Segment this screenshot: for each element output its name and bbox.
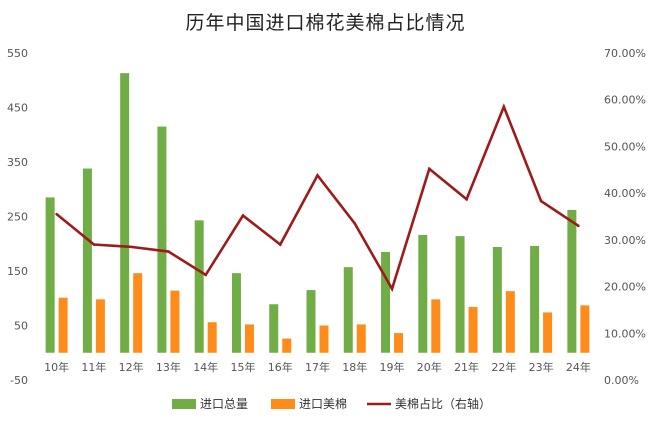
right-tick-label: 40.00% — [604, 187, 646, 200]
line-series — [55, 103, 580, 293]
line-point — [577, 224, 580, 228]
bar-import-total — [381, 251, 391, 353]
bar-import-us — [468, 306, 478, 353]
right-tick-label: 70.00% — [604, 47, 646, 60]
left-tick-label: 550 — [7, 47, 28, 60]
left-tick-label: 250 — [7, 211, 28, 224]
bar-import-us — [244, 324, 254, 353]
line-point — [278, 243, 282, 246]
right-tick-label: 10.00% — [604, 327, 646, 340]
x-axis: 10年 11年 12年 13年 14年 15年 16年 17年 18年 19年 20年 21年 22年 2… — [44, 360, 591, 374]
line-point — [204, 273, 207, 277]
bar-import-total — [306, 290, 316, 353]
legend-label: 进口美棉 — [299, 397, 347, 411]
right-tick-label: 30.00% — [604, 234, 646, 247]
line-point — [55, 212, 58, 216]
x-tick-label: 13年 — [156, 360, 181, 374]
line-point — [390, 287, 394, 291]
line-point — [92, 243, 96, 246]
legend-swatch-import-total — [172, 399, 196, 409]
chart-title: 历年中国进口棉花美棉占比情况 — [185, 12, 466, 34]
bar-import-total — [418, 235, 428, 353]
x-tick-label: 21年 — [454, 360, 479, 374]
bar-import-us — [505, 291, 515, 353]
bar-import-us — [394, 333, 404, 353]
line-point — [428, 167, 431, 171]
bar-import-us — [319, 325, 329, 353]
left-axis: -50 50 150 250 350 450 550 — [7, 47, 28, 387]
x-tick-label: 17年 — [305, 360, 330, 374]
bar-import-us — [282, 338, 292, 353]
bar-import-us — [58, 297, 68, 353]
right-tick-label: 0.00% — [604, 374, 639, 387]
line-point — [502, 105, 506, 109]
line-point — [353, 222, 357, 225]
bar-import-total — [455, 236, 465, 353]
bar-import-total — [567, 209, 577, 353]
bar-import-total — [194, 220, 204, 353]
bar-import-total — [120, 73, 130, 353]
x-tick-label: 12年 — [119, 360, 144, 374]
x-tick-label: 23年 — [529, 360, 554, 374]
x-tick-label: 14年 — [193, 360, 218, 374]
legend-label: 进口总量 — [200, 397, 248, 411]
bar-import-us — [356, 324, 366, 353]
bar-import-us — [170, 290, 180, 353]
x-tick-label: 24年 — [566, 360, 591, 374]
left-tick-label: 50 — [14, 320, 28, 333]
left-tick-label: -50 — [10, 374, 28, 387]
x-tick-label: 15年 — [230, 360, 255, 374]
x-tick-label: 20年 — [417, 360, 442, 374]
bar-import-total — [157, 126, 167, 353]
bar-import-us — [95, 299, 105, 353]
line-point — [129, 245, 133, 249]
bar-import-total — [269, 304, 279, 353]
line-point — [316, 174, 319, 177]
bar-series — [45, 73, 590, 353]
right-tick-label: 50.00% — [604, 140, 646, 153]
bar-import-total — [530, 245, 540, 353]
bar-import-total — [82, 168, 92, 353]
x-tick-label: 16年 — [268, 360, 293, 374]
x-tick-label: 18年 — [342, 360, 367, 374]
bar-import-us — [543, 312, 553, 353]
bar-import-us — [580, 305, 590, 353]
right-tick-label: 20.00% — [604, 281, 646, 294]
bar-import-us — [133, 273, 143, 353]
x-tick-label: 22年 — [491, 360, 516, 374]
bar-import-total — [492, 247, 502, 353]
bar-import-total — [343, 267, 353, 353]
x-tick-label: 10年 — [44, 360, 69, 374]
right-tick-label: 60.00% — [604, 94, 646, 107]
bar-import-us — [431, 299, 441, 353]
bar-import-total — [45, 197, 55, 353]
right-axis: 0.00% 10.00% 20.00% 30.00% 40.00% 50.00% 60.00… — [604, 47, 646, 387]
legend: 进口总量 进口美棉 美棉占比（右轴） — [172, 396, 491, 411]
line-point — [167, 250, 170, 253]
x-tick-label: 19年 — [380, 360, 405, 374]
left-tick-label: 350 — [7, 156, 28, 169]
bar-import-us — [207, 322, 217, 353]
bar-import-total — [231, 273, 241, 353]
x-tick-label: 11年 — [81, 360, 106, 374]
legend-swatch-import-us — [271, 399, 295, 409]
legend-label: 美棉占比（右轴） — [395, 396, 491, 411]
left-tick-label: 450 — [7, 102, 28, 115]
line-point — [465, 197, 468, 201]
left-tick-label: 150 — [7, 265, 28, 278]
line-point — [241, 214, 245, 217]
line-point — [539, 199, 543, 203]
